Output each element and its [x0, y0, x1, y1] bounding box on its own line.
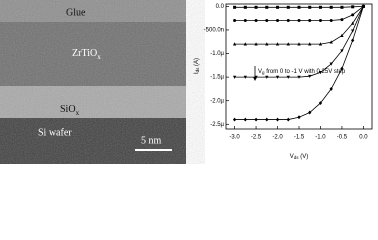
data-point [243, 5, 247, 9]
data-point [265, 42, 269, 46]
data-point [351, 38, 355, 43]
series-line [234, 6, 364, 120]
data-point [276, 19, 280, 23]
data-point [254, 5, 258, 9]
figure: Glue ZrTiOx SiOx Si wafer 5 nm Vg from 0… [0, 0, 373, 164]
siox-label: SiOx [60, 104, 80, 116]
data-point [318, 5, 322, 9]
data-point [232, 75, 237, 79]
data-point [243, 75, 247, 79]
data-point [318, 71, 323, 75]
data-point [265, 19, 269, 23]
data-point [308, 42, 312, 46]
data-point [286, 19, 290, 23]
data-point [318, 19, 322, 23]
data-point [265, 5, 269, 9]
data-point [276, 5, 280, 9]
data-point [286, 5, 290, 9]
data-point [329, 62, 333, 66]
x-tick-label: 0.0 [359, 135, 368, 141]
data-point [329, 19, 333, 23]
data-point [351, 29, 355, 33]
scale-label: 5 nm [141, 135, 162, 146]
data-point [340, 49, 344, 53]
data-point [243, 19, 247, 23]
x-tick-label: -2.5 [251, 135, 262, 141]
y-tick-label: -2.0µ [210, 98, 224, 104]
data-point [329, 86, 333, 91]
data-point [329, 40, 333, 44]
data-point [297, 42, 301, 46]
data-point [351, 5, 355, 9]
data-point [233, 5, 237, 9]
series-line [234, 6, 364, 78]
data-point [275, 42, 280, 46]
wafer-label: Si wafer [38, 127, 72, 138]
y-tick-label: -1.5µ [210, 75, 224, 81]
y-tick-label: -1.0µ [210, 51, 224, 57]
chart: Vg from 0 to -1 V with 0.25V step Vds (V… [194, 3, 373, 161]
data-point [233, 19, 237, 23]
data-point [308, 74, 312, 78]
data-point [308, 5, 312, 9]
y-axis-label: Ids (A) [194, 58, 201, 74]
x-tick-label: -1.0 [315, 135, 326, 141]
data-point [297, 75, 301, 79]
data-point [286, 75, 290, 79]
data-point [243, 42, 247, 46]
data-point [340, 66, 344, 71]
series-line [234, 6, 364, 45]
data-point [275, 75, 280, 79]
data-point [318, 101, 323, 106]
data-point [297, 115, 301, 120]
data-point [254, 42, 258, 46]
data-point [340, 5, 344, 9]
data-point [254, 117, 258, 122]
data-point [265, 117, 269, 122]
data-point [351, 13, 355, 17]
zrtiox-label: ZrTiOx [72, 48, 101, 60]
annotation: Vg from 0 to -1 V with 0.25V step [258, 69, 346, 76]
data-point [308, 110, 312, 115]
data-point [232, 117, 237, 122]
data-point [232, 42, 237, 46]
data-point [243, 117, 247, 122]
x-axis-label: Vds (V) [290, 154, 308, 161]
x-tick-label: -1.5 [294, 135, 305, 141]
data-point [351, 21, 355, 25]
data-point [340, 33, 344, 37]
y-tick-label: -2.5µ [210, 122, 224, 128]
data-point [254, 19, 258, 23]
tem-image: Glue ZrTiOx SiOx Si wafer 5 nm [0, 0, 186, 164]
data-point [265, 75, 269, 79]
data-point [286, 42, 290, 46]
x-tick-label: -2.0 [272, 135, 283, 141]
data-point [340, 18, 344, 22]
y-tick-label: -500.0n [204, 28, 224, 34]
data-point [254, 75, 258, 79]
data-point [275, 117, 280, 122]
data-point [329, 5, 333, 9]
data-point [318, 42, 323, 46]
plot-frame [225, 3, 373, 130]
x-tick-label: -0.5 [337, 135, 348, 141]
y-tick-label: 0.0 [216, 4, 225, 10]
data-point [286, 117, 290, 122]
glue-label: Glue [66, 7, 86, 18]
data-point [297, 5, 301, 9]
data-point [361, 4, 366, 9]
data-point [297, 19, 301, 23]
data-point [308, 19, 312, 23]
x-tick-label: -3.0 [229, 135, 240, 141]
